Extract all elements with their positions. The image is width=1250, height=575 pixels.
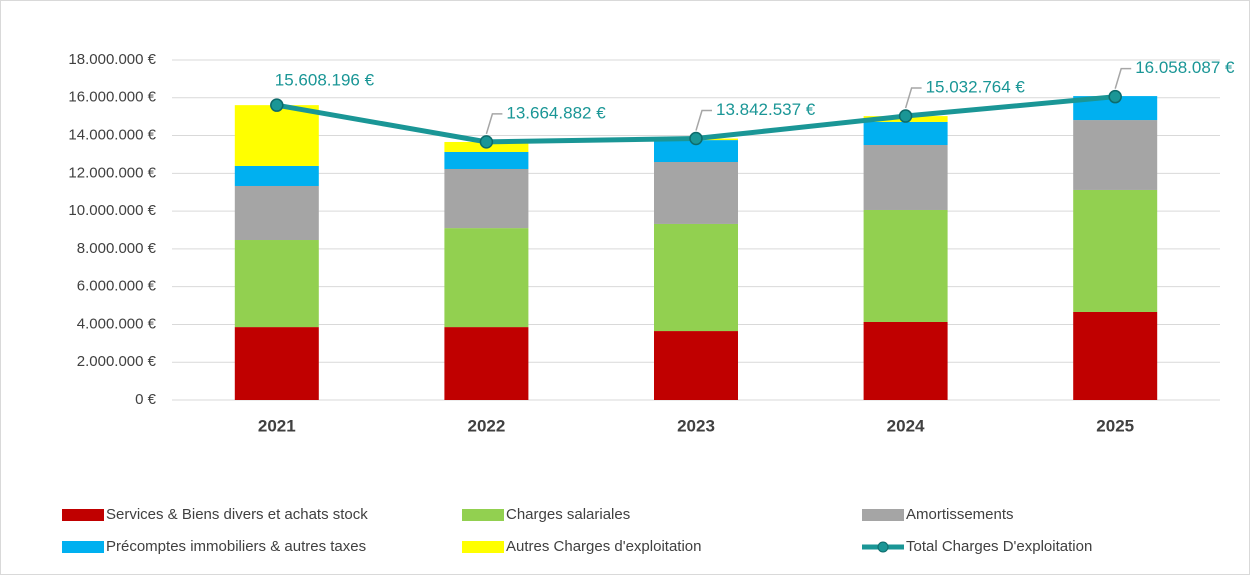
bar-segment — [1073, 96, 1158, 121]
bar-segment — [234, 105, 319, 166]
legend-label: Services & Biens divers et achats stock — [106, 506, 368, 523]
bar-segment — [863, 321, 948, 400]
bar-segment — [1073, 311, 1158, 400]
x-tick-label: 2023 — [677, 416, 715, 435]
legend-swatch — [462, 541, 504, 553]
bar-segment — [444, 151, 529, 169]
y-tick-label: 6.000.000 € — [77, 278, 157, 295]
legend-swatch — [877, 541, 889, 553]
bar-segment — [234, 240, 319, 328]
bar-segment — [1073, 189, 1158, 312]
bar-segment — [863, 209, 948, 322]
y-tick-label: 16.000.000 € — [68, 89, 156, 106]
bar-segment — [234, 327, 319, 400]
bar-segment — [863, 145, 948, 210]
bar-segment — [444, 327, 529, 400]
x-tick-label: 2024 — [887, 416, 925, 435]
leader-line — [485, 113, 503, 135]
bar-segment — [654, 331, 738, 400]
legend-swatch — [862, 509, 904, 521]
y-tick-label: 0 € — [135, 391, 157, 408]
leader-line — [695, 109, 712, 131]
bar-segment — [444, 228, 529, 328]
data-label: 13.664.882 € — [506, 103, 606, 122]
y-tick-label: 14.000.000 € — [68, 127, 156, 144]
legend-label: Précomptes immobiliers & autres taxes — [106, 538, 366, 555]
data-label: 15.608.196 € — [275, 71, 375, 90]
line-marker — [1108, 89, 1122, 104]
line-marker — [898, 109, 913, 123]
leader-line — [1114, 67, 1132, 89]
y-tick-label: 18.000.000 € — [68, 51, 156, 68]
bar-segment — [863, 121, 948, 145]
legend-label: Total Charges D'exploitation — [906, 538, 1092, 555]
legend-label: Autres Charges d'exploitation — [506, 538, 701, 555]
y-tick-label: 12.000.000 € — [68, 164, 156, 181]
legend-swatch — [462, 509, 504, 521]
y-tick-label: 2.000.000 € — [77, 353, 157, 370]
bar-segment — [654, 140, 738, 162]
y-tick-label: 4.000.000 € — [77, 315, 157, 332]
bar-segment — [234, 185, 319, 241]
leader-line — [904, 87, 922, 109]
bar-segment — [654, 223, 738, 332]
bar-segment — [1073, 120, 1158, 190]
bar-segment — [444, 168, 529, 229]
bar-segment — [654, 162, 738, 224]
legend-swatch — [62, 541, 104, 553]
line-marker — [270, 98, 284, 112]
line-marker — [479, 135, 494, 149]
bar-segment — [234, 165, 319, 186]
data-label: 13.842.537 € — [716, 100, 816, 119]
x-tick-label: 2022 — [467, 416, 505, 435]
line-marker — [689, 131, 703, 146]
y-tick-label: 10.000.000 € — [68, 202, 156, 219]
data-label: 16.058.087 € — [1135, 58, 1235, 77]
y-tick-label: 8.000.000 € — [77, 240, 157, 257]
data-label: 15.032.764 € — [926, 78, 1026, 97]
legend-swatch — [62, 509, 104, 521]
x-tick-label: 2025 — [1096, 416, 1134, 435]
legend-label: Amortissements — [906, 506, 1014, 523]
x-tick-label: 2021 — [258, 416, 296, 435]
legend-label: Charges salariales — [506, 506, 630, 523]
